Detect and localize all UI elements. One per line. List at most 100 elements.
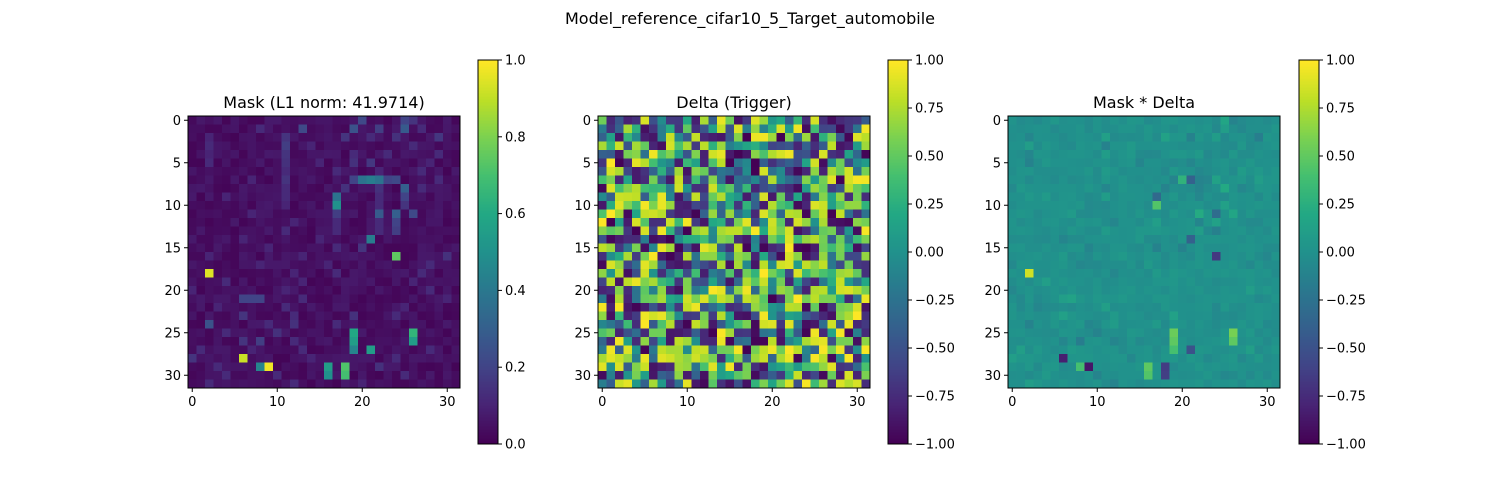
heatmap-cell [443,175,452,185]
heatmap-cell [1093,184,1102,193]
heatmap-cell [230,235,240,244]
heatmap-cell [802,235,811,244]
heatmap-cell [1254,184,1264,193]
heatmap-cell [1186,141,1196,151]
heatmap-cell [375,320,384,329]
heatmap-cell [1161,175,1170,185]
heatmap-cell [674,226,684,236]
heatmap-cell [1229,252,1238,261]
heatmap-cell [290,226,299,236]
colorbar-frame [477,59,499,445]
heatmap-cell [1144,345,1153,355]
heatmap-cell [375,277,384,287]
colorbar-segment [1299,408,1319,412]
heatmap-cell [290,260,299,270]
heatmap-cell [239,184,248,193]
heatmap-cell [324,124,333,134]
heatmap-cell [375,226,384,236]
heatmap-cell [640,269,650,278]
heatmap-cell [708,345,718,355]
heatmap-cell [1042,277,1051,287]
heatmap-cell [247,243,257,253]
heatmap-cell [598,209,607,219]
heatmap-cell [1093,354,1102,363]
heatmap-cell [315,209,325,219]
heatmap-cell [640,277,650,287]
heatmap-cell [666,209,675,219]
heatmap-cell [683,345,692,355]
heatmap-cell [196,226,206,236]
heatmap-cell [1084,116,1094,125]
heatmap-cell [392,124,401,134]
heatmap-cell [358,116,367,125]
heatmap-cell [1008,260,1017,270]
heatmap-cell [751,226,760,236]
heatmap-cell [819,133,828,142]
heatmap-cell [298,141,308,151]
heatmap-cell [1229,345,1238,355]
heatmap-cell [358,311,367,321]
colorbar-segment [478,273,498,277]
heatmap-cell [615,354,624,363]
heatmap-cell [1220,116,1230,125]
heatmap-cell [1203,371,1213,380]
heatmap-cell [307,243,316,253]
heatmap-cell [683,218,692,227]
heatmap-cell [1101,303,1111,312]
heatmap-cell [1246,269,1255,278]
heatmap-cell [844,362,854,372]
heatmap-cell [1033,184,1043,193]
heatmap-cell [383,218,393,227]
heatmap-cell [1203,260,1213,270]
heatmap-cell [1084,269,1094,278]
heatmap-cell [708,286,718,295]
heatmap-cell [1093,226,1102,236]
heatmap-cell [861,218,871,227]
heatmap-cell [1229,277,1238,287]
heatmap-cell [751,379,760,389]
colorbar-segment [888,156,908,160]
heatmap-cell [802,218,811,227]
heatmap-cell [1246,252,1255,261]
colorbar-segment [478,192,498,196]
heatmap-cell [417,337,427,346]
heatmap-cell [1093,252,1102,261]
heatmap-cell [1229,124,1238,134]
heatmap-cell [409,243,418,253]
heatmap-cell [640,337,650,346]
heatmap-cell [836,235,845,244]
heatmap-cell [1195,226,1204,236]
colorbar-segment [888,318,908,322]
heatmap-cell [1067,371,1077,380]
x-tick-label: 0 [598,395,606,410]
heatmap-cell [375,124,384,134]
heatmap-cell [392,379,401,389]
heatmap-cell [222,133,231,142]
colorbar-segment [1299,363,1319,367]
heatmap-cell [332,328,342,338]
heatmap-cell [341,311,350,321]
heatmap-cell [1042,192,1051,202]
heatmap-cell [205,277,214,287]
heatmap-cell [324,362,333,372]
heatmap-cell [1008,277,1017,287]
heatmap-cell [615,277,624,287]
heatmap-cell [1246,116,1255,125]
heatmap-cell [657,150,667,159]
colorbar-segment [1299,240,1319,244]
heatmap-cell [1067,311,1077,321]
heatmap-cell [725,167,735,176]
heatmap-cell [810,209,820,219]
heatmap-cell [1067,328,1077,338]
heatmap-cell [827,269,837,278]
colorbar-segment [478,393,498,397]
heatmap-cell [1025,320,1034,329]
heatmap-cell [1050,379,1060,389]
heatmap-cell [1059,260,1068,270]
heatmap-cell [1093,337,1102,346]
heatmap-cell [759,362,769,372]
heatmap-cell [1135,328,1145,338]
heatmap-cell [1016,235,1026,244]
heatmap-cell [188,116,197,125]
colorbar-segment [478,435,498,439]
